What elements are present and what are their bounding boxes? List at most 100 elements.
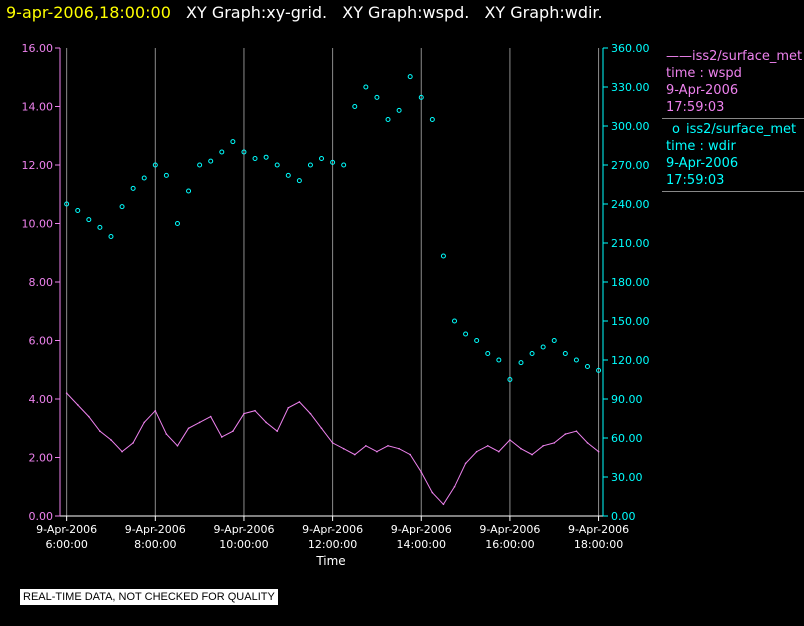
- wspd-point: [475, 450, 478, 453]
- wspd-point: [553, 442, 556, 444]
- wspd-point: [498, 450, 500, 453]
- x-tick-date: 9-Apr-2006: [302, 523, 363, 536]
- wdir-point: [141, 175, 147, 181]
- wspd-point: [365, 445, 367, 447]
- legend-entry-wspd: ——iss2/surface_met time : wspd 9-Apr-200…: [662, 48, 804, 119]
- wdir-point: [396, 107, 402, 113]
- wspd-point: [453, 485, 456, 488]
- graph-name-xy-grid: XY Graph:xy-grid.: [186, 3, 328, 22]
- wspd-point: [309, 412, 312, 415]
- graph-name-wdir: XY Graph:wdir.: [484, 3, 603, 22]
- wspd-point: [298, 401, 301, 403]
- wspd-point: [88, 415, 90, 418]
- wspd-point: [509, 439, 511, 441]
- wdir-point: [452, 318, 458, 324]
- wdir-point: [285, 172, 291, 178]
- right-tick-label: 90.00: [611, 393, 643, 406]
- wspd-point: [65, 392, 68, 394]
- right-tick-label: 210.00: [611, 237, 650, 250]
- wspd-point: [132, 442, 134, 444]
- wspd-point: [254, 409, 256, 412]
- legend-time: 17:59:03: [666, 100, 725, 115]
- wspd-point: [564, 433, 567, 435]
- right-tick-label: 150.00: [611, 315, 650, 328]
- wspd-point: [575, 430, 578, 432]
- legend: ——iss2/surface_met time : wspd 9-Apr-200…: [662, 48, 804, 192]
- wdir-point: [429, 117, 435, 122]
- wdir-point: [573, 357, 579, 363]
- x-axis-label: Time: [315, 554, 345, 568]
- wdir-point: [174, 221, 180, 226]
- wspd-point: [198, 421, 201, 424]
- wdir-point: [374, 94, 380, 100]
- wspd-point: [387, 445, 389, 447]
- axes: 9-Apr-2006 6:00:00 9-Apr-2006 8:00:00 9-Apr-…: [22, 42, 650, 551]
- quality-disclaimer: REAL-TIME DATA, NOT CHECKED FOR QUALITY: [20, 589, 278, 605]
- legend-variable: time : wspd: [666, 66, 742, 81]
- wdir-point: [363, 84, 369, 90]
- legend-time: 17:59:03: [666, 173, 725, 188]
- wdir-point: [584, 364, 590, 369]
- wdir-point: [252, 156, 258, 161]
- wspd-point: [220, 436, 223, 438]
- wspd-point: [331, 442, 334, 444]
- wdir-point: [86, 217, 92, 223]
- wdir-point: [64, 201, 70, 207]
- left-tick-label: 14.00: [22, 101, 54, 114]
- x-tick-time: 6:00:00: [45, 538, 87, 551]
- wspd-point: [353, 453, 356, 456]
- series: [64, 74, 602, 506]
- x-tick-time: 12:00:00: [308, 538, 357, 551]
- wdir-point: [507, 377, 513, 382]
- right-tick-label: 60.00: [611, 432, 643, 445]
- wdir-point: [551, 338, 557, 343]
- wdir-point: [97, 224, 103, 230]
- left-tick-label: 12.00: [22, 159, 54, 172]
- wdir-point: [130, 185, 136, 191]
- x-tick-time: 14:00:00: [397, 538, 446, 551]
- wspd-point: [154, 409, 157, 412]
- wspd-point: [187, 427, 190, 430]
- wspd-point: [232, 430, 234, 432]
- wspd-point: [276, 430, 279, 432]
- legend-entry-wdir: o iss2/surface_met time : wdir 9-Apr-2006…: [662, 121, 804, 192]
- wdir-point: [274, 162, 280, 168]
- wdir-point: [385, 117, 391, 122]
- wdir-point: [330, 159, 336, 165]
- wspd-point: [121, 450, 123, 453]
- wdir-point: [208, 158, 214, 164]
- wdir-point: [197, 162, 203, 168]
- line-marker-icon: ——: [666, 49, 692, 64]
- wspd-point: [409, 453, 411, 456]
- wspd-point: [376, 450, 378, 453]
- wdir-point: [119, 204, 125, 210]
- wdir-point: [108, 234, 114, 239]
- x-tick-date: 9-Apr-2006: [36, 523, 97, 536]
- wdir-point: [263, 154, 269, 160]
- wspd-point: [586, 442, 589, 444]
- wdir-point: [485, 351, 491, 356]
- legend-source: iss2/surface_met: [692, 49, 803, 64]
- wdir-point: [529, 351, 535, 356]
- wspd-point: [486, 445, 489, 447]
- legend-date: 9-Apr-2006: [666, 156, 739, 171]
- wdir-point: [440, 253, 446, 259]
- wdir-point: [341, 162, 347, 168]
- wspd-point: [342, 447, 345, 450]
- wspd-point: [597, 450, 600, 453]
- x-tick-date: 9-Apr-2006: [125, 523, 186, 536]
- left-tick-label: 4.00: [29, 393, 54, 406]
- wspd-point: [531, 453, 533, 456]
- wspd-point: [442, 503, 445, 506]
- left-tick-label: 6.00: [29, 335, 54, 348]
- x-tick-time: 16:00:00: [485, 538, 534, 551]
- graph-name-wspd: XY Graph:wspd.: [342, 3, 470, 22]
- wspd-point: [398, 447, 400, 450]
- x-tick-date: 9-Apr-2006: [213, 523, 274, 536]
- wspd-point: [420, 471, 423, 473]
- wspd-point: [320, 427, 323, 430]
- wdir-point: [540, 344, 546, 350]
- wspd-point: [165, 433, 168, 435]
- left-tick-label: 16.00: [22, 42, 54, 55]
